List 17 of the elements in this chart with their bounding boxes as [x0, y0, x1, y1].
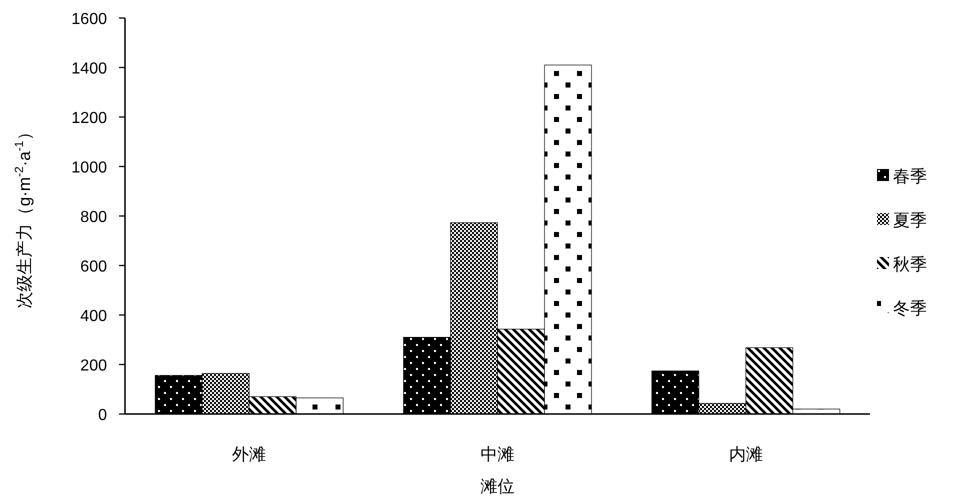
y-tick-label: 1000: [71, 160, 108, 176]
x-axis-title: 滩位: [480, 477, 514, 496]
y-tick-label: 1400: [71, 60, 108, 78]
y-tick-label: 400: [80, 308, 108, 325]
x-tick-label: 内滩: [728, 445, 763, 464]
legend-label: 冬季: [893, 299, 927, 318]
y-tick-label: 600: [80, 258, 108, 276]
y-tick-label: 1200: [71, 110, 108, 127]
y-tick-label: 800: [80, 209, 108, 226]
y-tick-label: 200: [80, 358, 108, 374]
legend-label: 春季: [893, 167, 927, 186]
legend-label: 夏季: [893, 211, 927, 230]
x-tick-label: 中滩: [480, 445, 514, 464]
y-tick-label: 1600: [71, 11, 108, 28]
y-tick-label: 0: [98, 407, 108, 424]
legend-label: 秋季: [893, 255, 927, 274]
x-tick-label: 外滩: [232, 445, 266, 464]
